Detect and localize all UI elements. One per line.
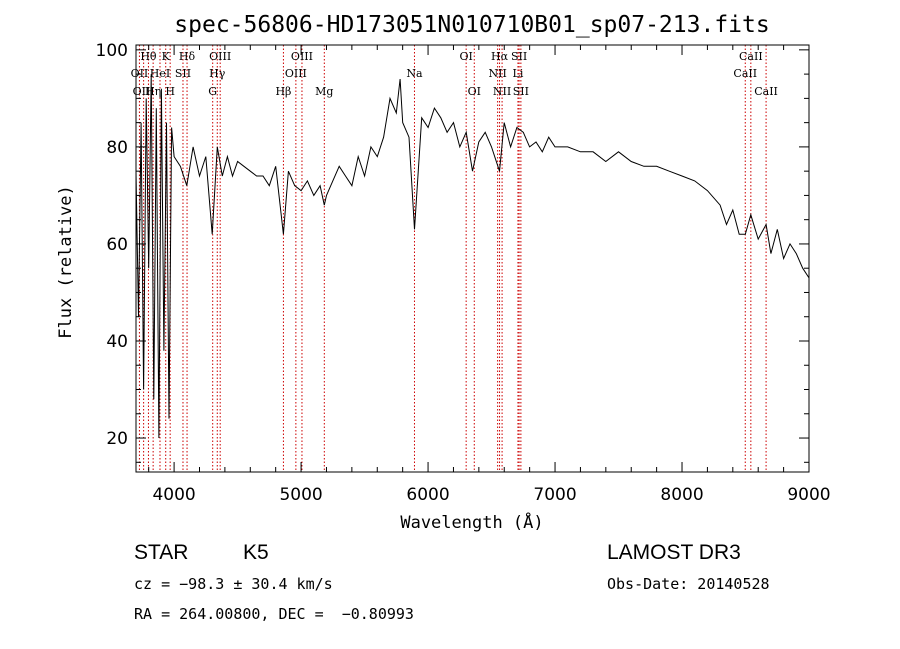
x-axis-ticks: 4000 5000 6000 7000 8000 9000 — [148, 45, 831, 505]
line-label-25: CaII — [739, 50, 763, 63]
y-tick-label-2: 60 — [106, 235, 128, 255]
x-tick-label-5: 9000 — [787, 485, 830, 505]
line-label-3: Hη — [145, 85, 161, 98]
line-label-14: OIII — [285, 67, 307, 80]
line-label-7: H — [165, 85, 175, 98]
line-label-0: OII — [131, 67, 149, 80]
line-label-4: HeI — [150, 67, 170, 80]
redshift-velocity: cz = −98.3 ± 30.4 km/s — [134, 575, 333, 593]
line-label-11: G — [208, 85, 217, 98]
x-tick-label-1: 5000 — [279, 485, 322, 505]
line-label-27: CaII — [754, 85, 778, 98]
line-label-9: OIII — [209, 50, 231, 63]
line-label-13: OIII — [291, 50, 313, 63]
survey-name: LAMOST DR3 — [607, 541, 741, 564]
line-label-16: Na — [406, 67, 423, 80]
observation-date: Obs-Date: 20140528 — [607, 575, 770, 593]
flux-series-line — [135, 74, 810, 439]
plot-frame — [135, 44, 810, 473]
line-label-15: Mg — [315, 85, 333, 98]
chart-title: spec-56806-HD173051N010710B01_sp07-213.f… — [174, 12, 769, 38]
spectral-subclass: K5 — [243, 541, 269, 564]
x-tick-label-4: 8000 — [660, 485, 703, 505]
line-label-24: SII — [513, 85, 529, 98]
line-label-26: CaII — [733, 67, 757, 80]
x-tick-label-3: 7000 — [533, 485, 576, 505]
line-label-1: Hθ — [140, 50, 157, 63]
y-tick-label-3: 80 — [106, 138, 128, 158]
emission-line-markers — [138, 45, 767, 472]
line-label-10: Hγ — [209, 67, 226, 80]
y-tick-label-4: 100 — [96, 41, 128, 61]
line-label-23: Li — [513, 67, 524, 80]
coordinates: RA = 264.00800, DEC = −0.80993 — [134, 605, 414, 623]
object-type: STAR — [134, 541, 189, 564]
line-label-21: NII — [493, 85, 511, 98]
y-tick-label-1: 40 — [106, 332, 128, 352]
line-label-17: OI — [459, 50, 472, 63]
line-label-2: OIII — [133, 85, 155, 98]
y-tick-label-0: 20 — [106, 429, 128, 449]
line-label-12: Hβ — [275, 85, 291, 98]
y-axis-ticks: 20 40 60 80 100 — [96, 41, 809, 463]
line-label-6: SII — [175, 67, 191, 80]
line-label-20: NII — [488, 67, 506, 80]
line-label-5: K — [162, 50, 171, 63]
line-label-8: Hδ — [179, 50, 196, 63]
line-label-18: OI — [468, 85, 481, 98]
line-label-19: Hα — [491, 50, 509, 63]
y-axis-label: Flux (relative) — [56, 185, 76, 339]
x-tick-label-2: 6000 — [406, 485, 449, 505]
line-label-22: SII — [511, 50, 527, 63]
x-tick-label-0: 4000 — [152, 485, 195, 505]
x-axis-label: Wavelength (Å) — [400, 511, 543, 533]
